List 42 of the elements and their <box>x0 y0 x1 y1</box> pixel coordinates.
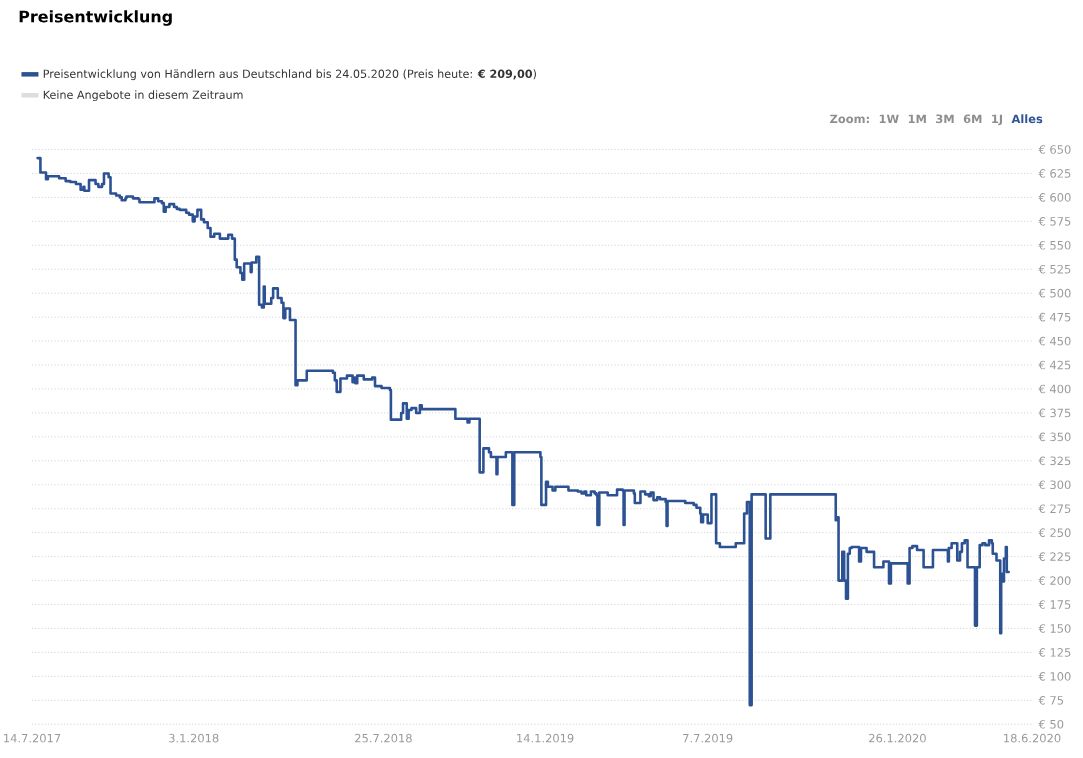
y-tick-label: € 75 <box>1038 696 1064 705</box>
text: Zoom: <box>830 114 869 124</box>
y-tick-label: € 600 <box>1038 193 1071 202</box>
text: 6M <box>963 114 982 124</box>
text: 1M <box>908 114 926 123</box>
y-tick-label: € 475 <box>1038 312 1071 322</box>
legend-label: Keine Angebote in diesem Zeitraum <box>43 90 243 102</box>
y-tick-label: € 500 <box>1038 288 1071 298</box>
text: 3M <box>936 114 954 124</box>
legend-label: Preisentwicklung von Händlern aus Deutschland bis 24.05.2020 (Preis heute: € 209,00) <box>43 69 536 81</box>
y-tick-label: € 400 <box>1038 384 1071 394</box>
x-tick-label: 3.1.2018 <box>169 733 219 743</box>
y-tick-label: € 575 <box>1038 217 1071 226</box>
y-tick-label: € 275 <box>1038 504 1071 514</box>
y-tick-label: € 250 <box>1038 528 1071 538</box>
text: Alles <box>1011 114 1043 124</box>
y-tick-label: € 100 <box>1038 672 1071 681</box>
y-tick-label: € 350 <box>1038 432 1071 442</box>
y-tick-label: € 125 <box>1038 648 1071 657</box>
y-tick-label: € 625 <box>1038 169 1071 178</box>
y-tick-label: € 525 <box>1038 264 1071 274</box>
x-tick-label: 26.1.2020 <box>869 733 926 743</box>
text: 1J <box>992 114 1003 126</box>
y-tick-label: € 375 <box>1038 408 1071 418</box>
x-tick-label: 25.7.2018 <box>355 733 412 743</box>
y-tick-label: € 50 <box>1038 719 1064 729</box>
y-tick-label: € 325 <box>1038 456 1071 466</box>
y-tick-label: € 200 <box>1038 576 1071 585</box>
y-tick-label: € 175 <box>1038 600 1071 609</box>
y-tick-label: € 550 <box>1038 240 1071 250</box>
y-tick-label: € 150 <box>1038 624 1071 633</box>
y-tick-label: € 650 <box>1038 145 1071 154</box>
chart-title: Preisentwicklung <box>19 10 172 26</box>
x-tick-label: 7.7.2019 <box>683 733 733 743</box>
y-tick-label: € 425 <box>1038 360 1071 370</box>
x-tick-label: 14.1.2019 <box>517 733 574 743</box>
y-tick-label: € 225 <box>1038 552 1071 561</box>
y-tick-label: € 450 <box>1038 336 1071 346</box>
text: 1W <box>879 114 899 123</box>
y-tick-label: € 300 <box>1038 480 1071 490</box>
x-tick-label: 14.7.2017 <box>4 733 61 743</box>
x-tick-label: 18.6.2020 <box>1004 733 1061 743</box>
